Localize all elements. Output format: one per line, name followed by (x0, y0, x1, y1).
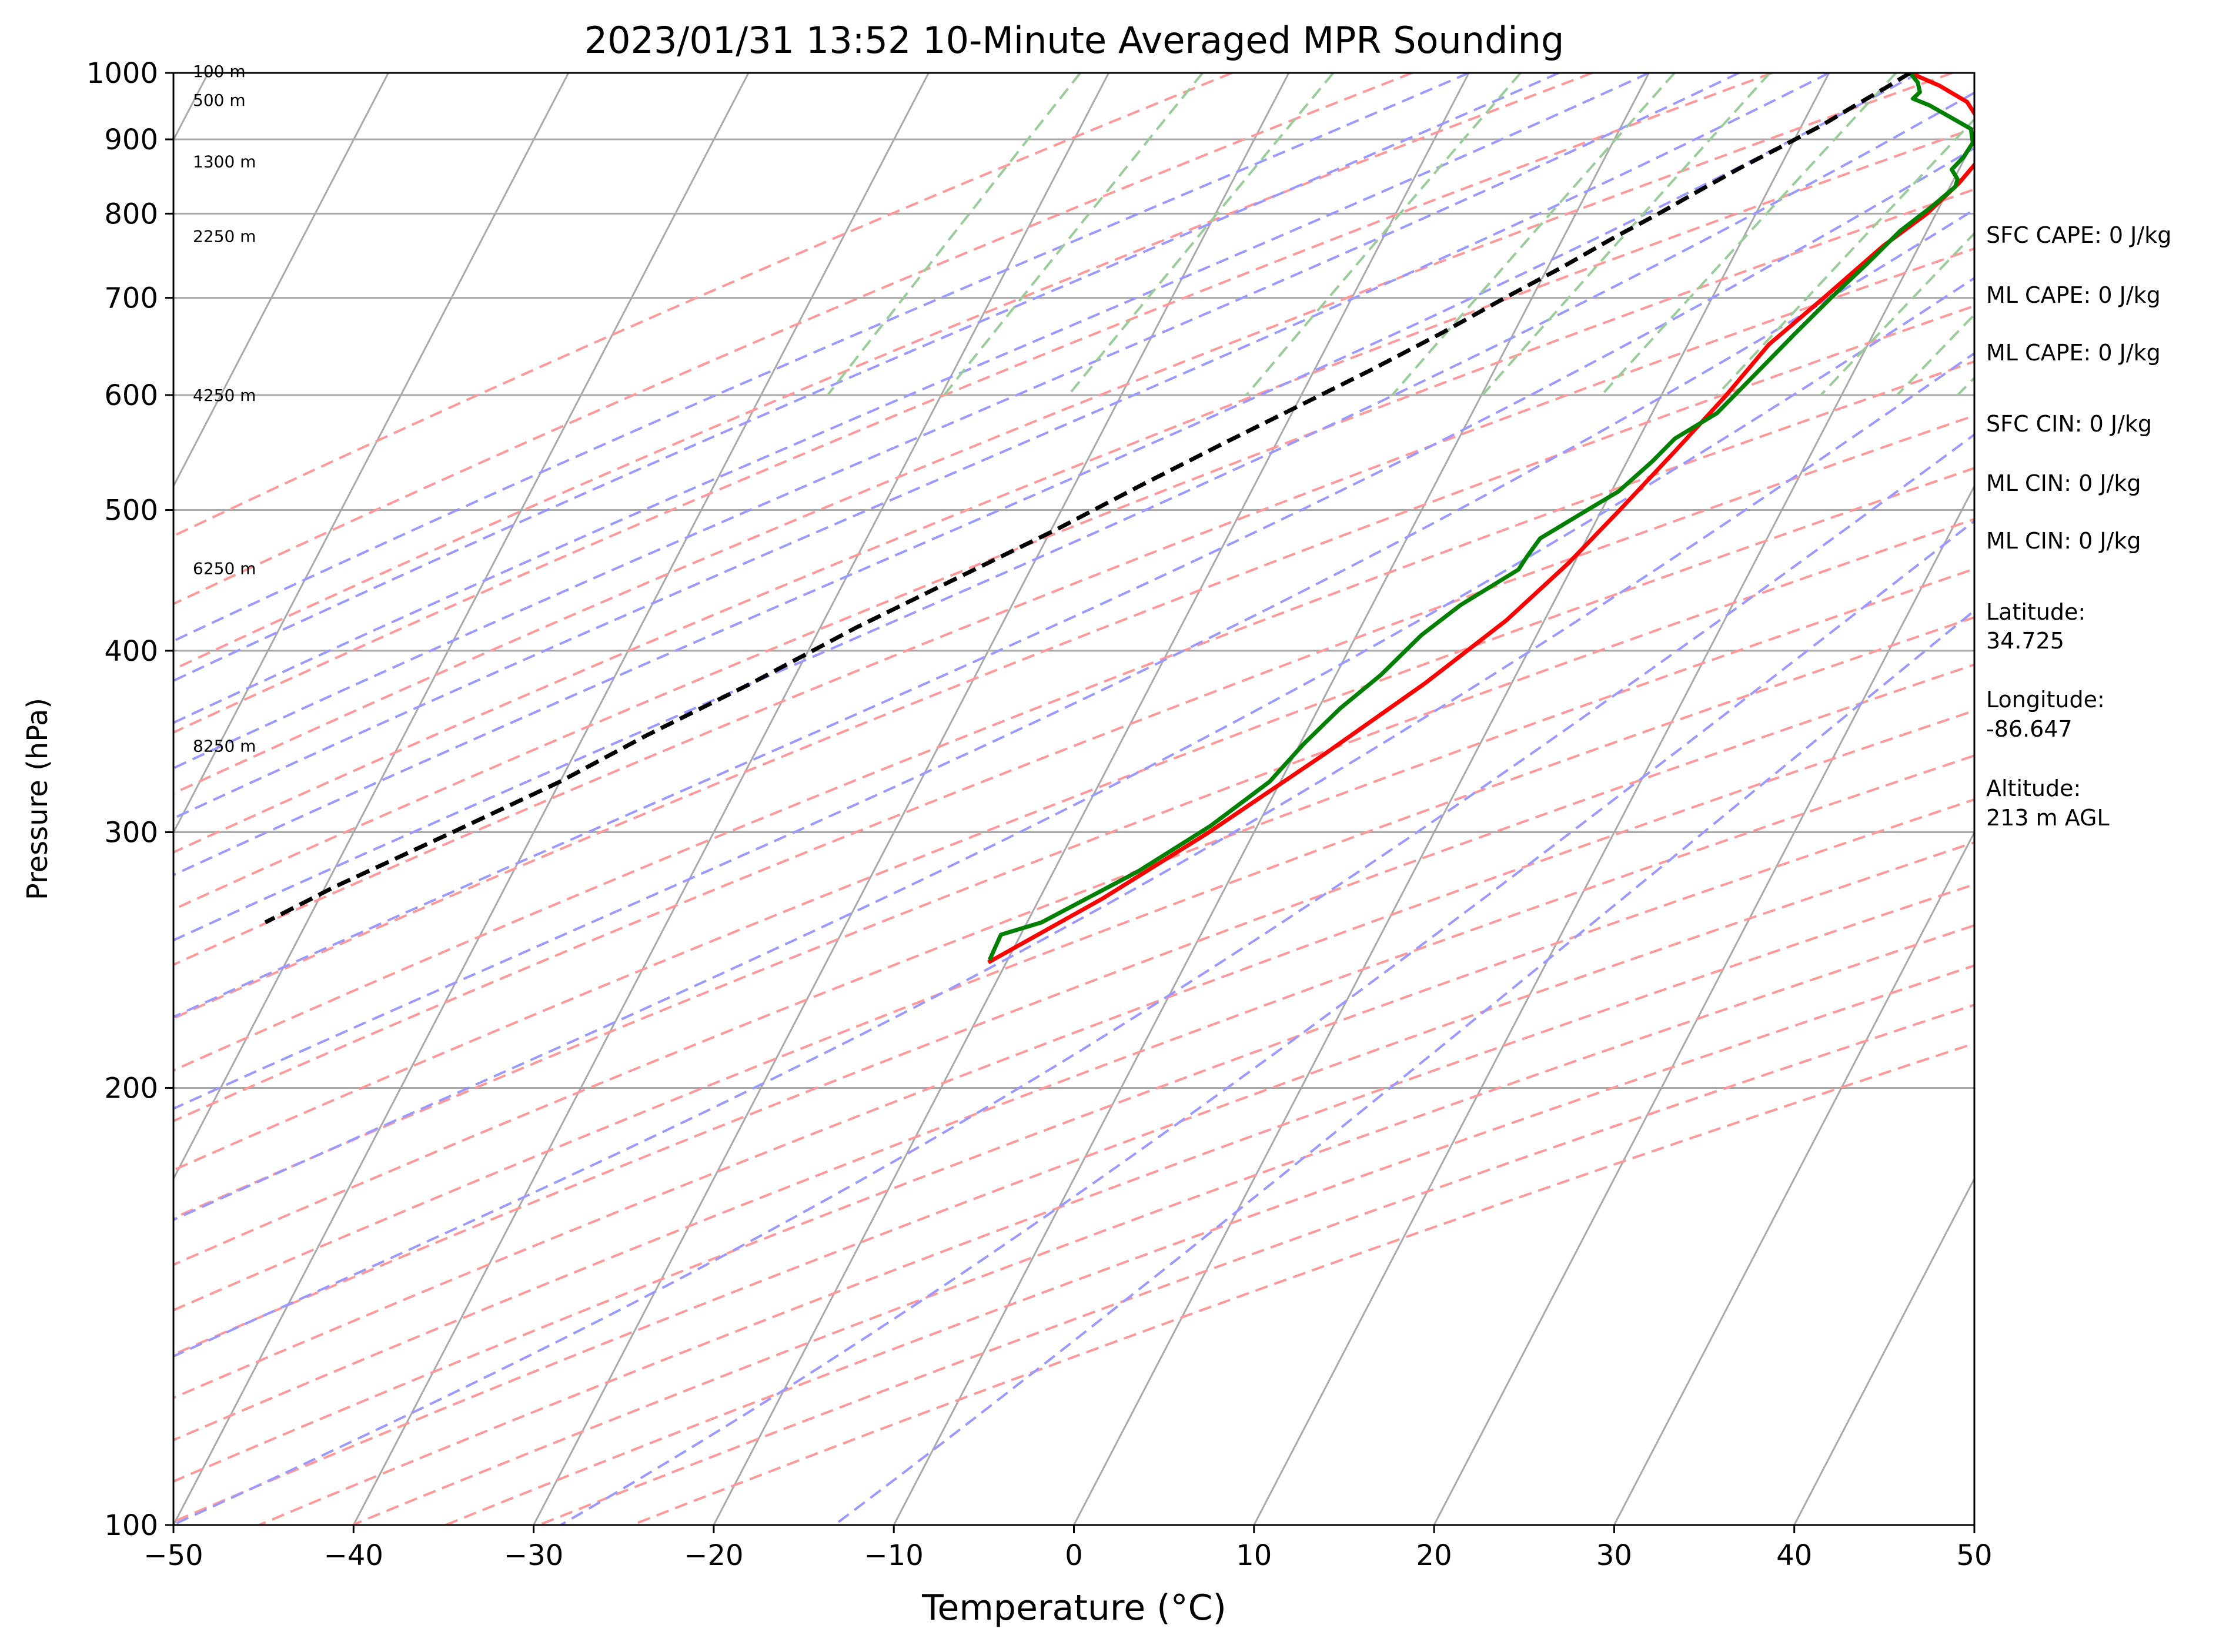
y-tick-label: 300 (104, 817, 158, 850)
moist-adiabat-line (173, 73, 1740, 770)
x-tick-label: 40 (1776, 1539, 1812, 1572)
x-axis-label: Temperature (°C) (921, 1587, 1226, 1628)
annotation-ml-cin: ML CIN: 0 J/kg (1986, 470, 2141, 496)
mixing-ratio-line (1067, 73, 1335, 396)
isotherm-line (1433, 484, 1974, 1525)
mixing-ratio-line (1391, 73, 1676, 396)
data-series (264, 73, 1974, 965)
y-tick-label: 900 (104, 123, 158, 156)
dry-adiabat-line (352, 924, 1974, 1525)
height-label: 4250 m (193, 386, 256, 405)
chart-title: 2023/01/31 13:52 10-Minute Averaged MPR … (584, 19, 1565, 62)
isotherm-line (1793, 1176, 1974, 1525)
y-tick-label: 600 (104, 379, 158, 412)
mixing-ratio-line (943, 73, 1204, 396)
moist-adiabat-line (173, 352, 1974, 1358)
annotation-latitude-label: Latitude: (1986, 599, 2085, 625)
series-line-1 (987, 73, 1974, 961)
x-tick-label: 30 (1596, 1539, 1632, 1572)
series-line-2 (264, 73, 1911, 925)
annotation-ml-cin-2: ML CIN: 0 J/kg (1986, 528, 2141, 554)
mixing-ratio-line (1716, 118, 1974, 396)
annotation-altitude-value: 213 m AGL (1986, 805, 2110, 831)
moist-adiabat-line (173, 91, 1974, 942)
dry-adiabat-line (173, 73, 1233, 537)
y-tick-label: 700 (104, 282, 158, 315)
dry-adiabat-line (631, 1042, 1974, 1525)
moist-adiabat-line (173, 73, 1650, 724)
annotation-altitude-label: Altitude: (1986, 775, 2081, 801)
height-label: 8250 m (193, 737, 256, 756)
isotherm-line (352, 73, 1110, 1525)
moist-adiabat-line (173, 73, 1830, 820)
x-tick-label: 0 (1065, 1539, 1083, 1572)
annotation-ml-cape: ML CAPE: 0 J/kg (1986, 282, 2161, 308)
dry-adiabat-line (173, 754, 1974, 1442)
moist-adiabat-line (173, 433, 1974, 1525)
annotation-ml-cape-2: ML CAPE: 0 J/kg (1986, 340, 2161, 366)
isotherm-line (173, 73, 750, 1181)
height-label: 6250 m (193, 559, 256, 578)
mixing-ratio-line (1481, 73, 1771, 396)
height-label: 500 m (193, 91, 246, 110)
annotation-latitude-value: 34.725 (1986, 628, 2064, 654)
height-label: 100 m (193, 62, 246, 81)
annotation-sfc-cape: SFC CAPE: 0 J/kg (1986, 222, 2171, 248)
moist-adiabat-line (173, 73, 1920, 877)
moist-adiabat-line (560, 519, 1974, 1525)
isotherm-line (533, 73, 1290, 1525)
series-line-0 (987, 73, 1974, 965)
isotherm-line (173, 73, 570, 835)
dry-adiabat-line (173, 616, 1974, 1312)
y-tick-label: 500 (104, 494, 158, 527)
mixing-ratio-line (1245, 73, 1522, 396)
axis-ticks: −50 −40 −30 −20 −10 0 10 20 30 40 50 100 200 300 400 50… (86, 57, 1993, 1572)
y-tick-label: 200 (104, 1072, 158, 1105)
y-tick-label: 400 (104, 635, 158, 668)
mixing-ratio-line (1600, 73, 1897, 396)
x-tick-label: 10 (1236, 1539, 1272, 1572)
annotation-longitude-label: Longitude: (1986, 687, 2105, 713)
x-tick-label: −10 (864, 1539, 924, 1572)
y-axis-label: Pressure (hPa) (21, 698, 54, 900)
moist-adiabat-line (834, 609, 1974, 1525)
y-tick-label: 100 (104, 1509, 158, 1542)
isotherm-line (713, 73, 1470, 1525)
annotation-longitude-value: -86.647 (1986, 716, 2073, 742)
height-label: 1300 m (193, 152, 256, 172)
dry-adiabat-line (173, 841, 1974, 1523)
isotherm-line (173, 73, 930, 1525)
isotherm-line (1073, 73, 1830, 1525)
dry-adiabat-line (173, 709, 1974, 1399)
isotherm-line (893, 73, 1650, 1525)
isotherm-line (1253, 138, 1974, 1525)
x-tick-label: −30 (504, 1539, 563, 1572)
x-tick-label: 50 (1956, 1539, 1992, 1572)
dry-adiabat-line (173, 305, 1974, 1020)
x-tick-label: 20 (1416, 1539, 1452, 1572)
x-tick-label: −20 (684, 1539, 743, 1572)
mixing-ratio-line (827, 73, 1081, 396)
dry-adiabat-line (173, 360, 1974, 1072)
dry-adiabat-line (173, 188, 1974, 911)
moist-adiabat-line (173, 146, 1974, 1018)
background-grid (173, 73, 1974, 1525)
dry-adiabat-line (173, 247, 1974, 967)
dry-adiabat-line (445, 964, 1974, 1525)
height-label: 2250 m (193, 227, 256, 246)
y-tick-label: 800 (104, 198, 158, 230)
dry-adiabat-line (173, 73, 1413, 606)
dry-adiabat-line (173, 127, 1974, 854)
isotherm-line (173, 73, 389, 489)
x-tick-label: −40 (324, 1539, 383, 1572)
y-tick-label: 1000 (86, 57, 158, 90)
side-annotations: SFC CAPE: 0 J/kg ML CAPE: 0 J/kg ML CAPE… (1986, 222, 2171, 831)
dry-adiabat-line (173, 467, 1974, 1172)
dry-adiabat-line (173, 567, 1974, 1266)
x-tick-label: −50 (143, 1539, 203, 1572)
isotherm-line (1613, 830, 1974, 1525)
annotation-sfc-cin: SFC CIN: 0 J/kg (1986, 411, 2152, 437)
moist-adiabat-line (173, 208, 1974, 1110)
